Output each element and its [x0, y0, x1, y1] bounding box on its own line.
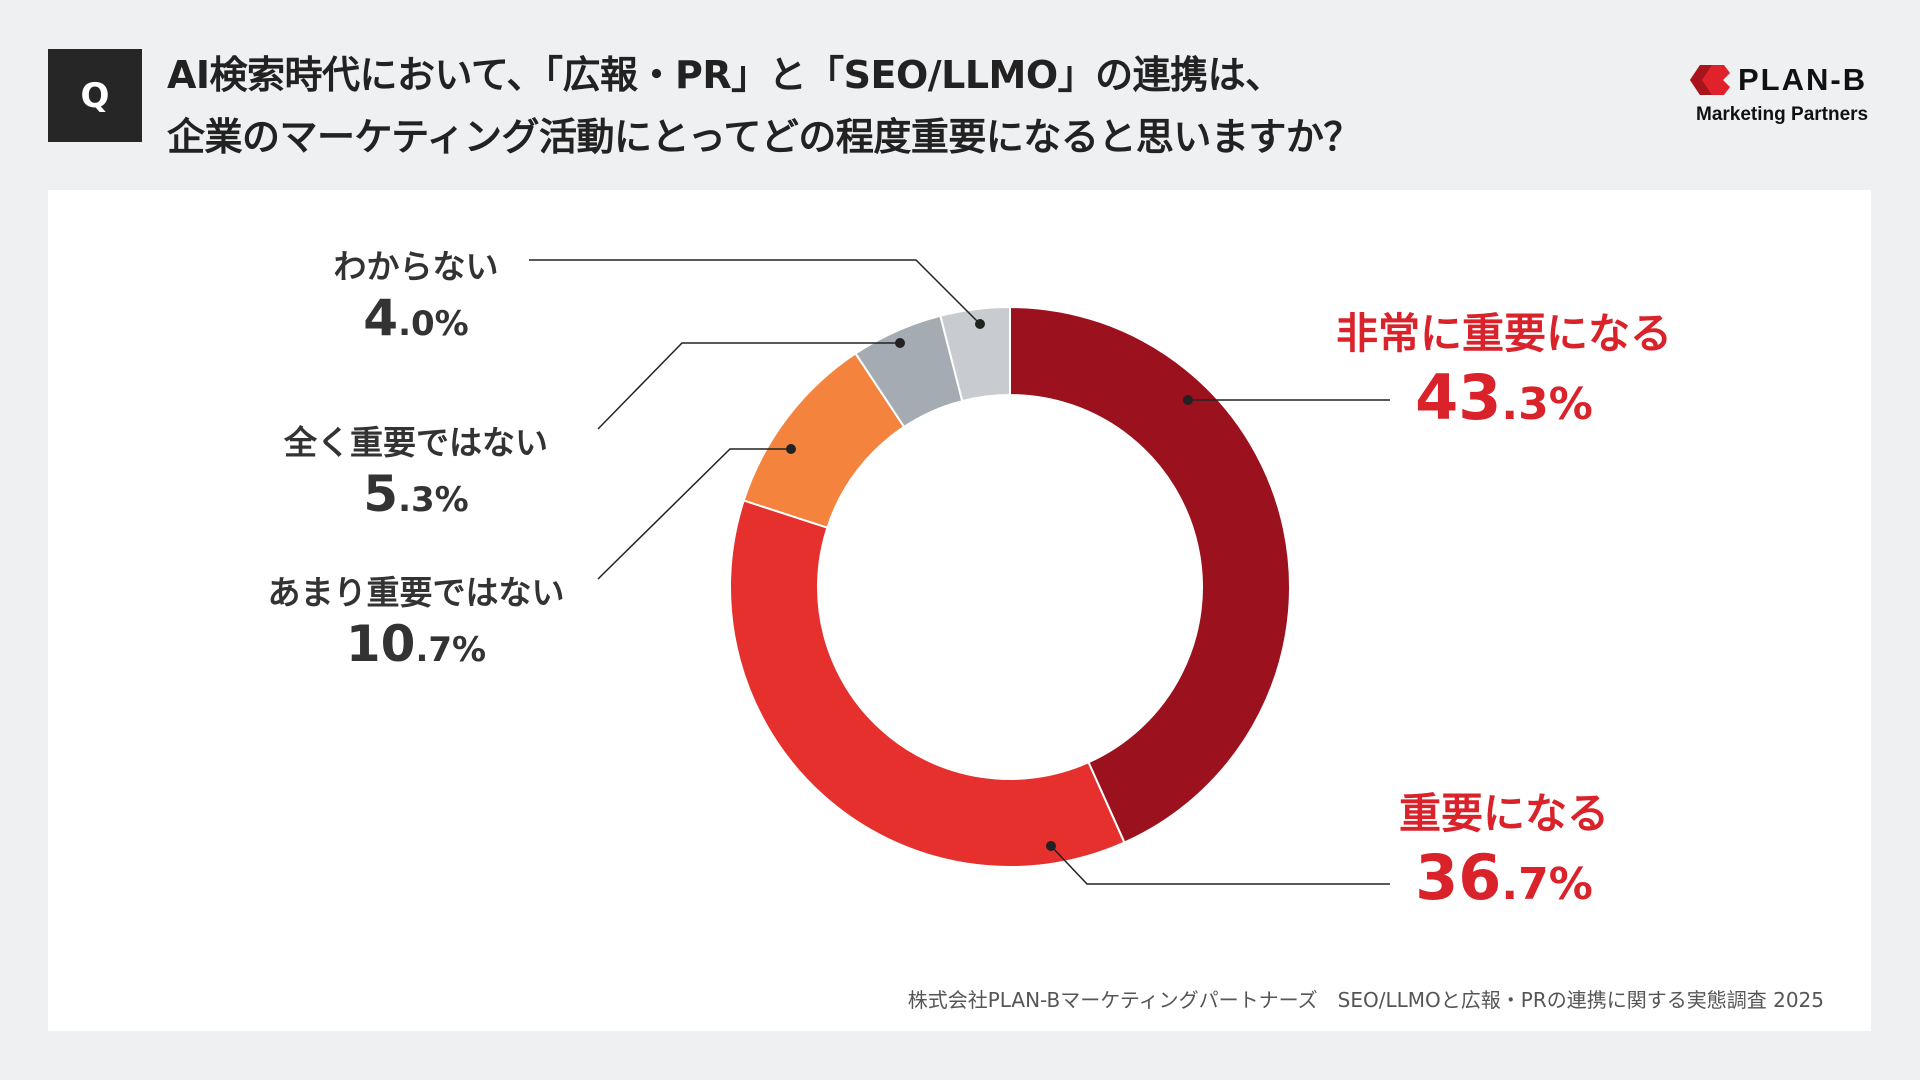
logo-subtitle: Marketing Partners [1696, 104, 1869, 125]
title-line-1: AI検索時代において、「広報・PR」と「SEO/LLMO」の連携は、 [167, 53, 1283, 97]
leader-dot-0 [1183, 395, 1193, 405]
slice-label-name: 全く重要ではない [284, 423, 548, 462]
leader-dot-1 [1046, 841, 1056, 851]
leader-dot-2 [786, 444, 796, 454]
slice-label-2: あまり重要ではない 10.7% [268, 566, 565, 674]
logo: PLAN-B Marketing Partners [1690, 62, 1875, 126]
donut-slice-0 [1009, 305, 1291, 844]
leader-dot-4 [975, 319, 985, 329]
leader-line-2 [597, 448, 791, 580]
slice-label-3: 全く重要ではない 5.3% [284, 416, 548, 524]
slice-label-name: あまり重要ではない [267, 573, 565, 612]
donut-slice-1 [729, 499, 1126, 868]
slice-label-0: 非常に重要になる 43.3% [1336, 300, 1672, 435]
slice-label-4: わからない 4.0% [334, 240, 499, 348]
slice-label-name: 重要になる [1398, 789, 1610, 838]
slice-label-value: 4.0% [363, 289, 469, 347]
slice-label-value: 5.3% [363, 465, 469, 523]
slice-label-value: 10.7% [345, 615, 487, 673]
donut-slice-4 [939, 305, 1011, 403]
leader-line-3 [597, 342, 900, 430]
question-badge: Q [48, 49, 142, 142]
logo-name: PLAN-B [1738, 62, 1868, 97]
title-line-2: 企業のマーケティング活動にとってどの程度重要になると思いますか？ [167, 115, 1361, 159]
plan-b-logo-icon [1690, 65, 1730, 95]
slice-label-value: 36.7% [1415, 841, 1593, 914]
page-title: AI検索時代において、「広報・PR」と「SEO/LLMO」の連携は、 企業のマー… [167, 44, 1361, 168]
leader-line-1 [1050, 845, 1390, 885]
slice-label-name: 非常に重要になる [1335, 309, 1673, 358]
source-note: 株式会社PLAN-Bマーケティングパートナーズ SEO/LLMOと広報・PRの連… [907, 988, 1824, 1012]
leader-line-4 [529, 259, 981, 325]
slice-label-1: 重要になる 36.7% [1399, 780, 1609, 915]
leader-dot-3 [895, 338, 905, 348]
slice-label-value: 43.3% [1415, 361, 1593, 434]
slice-label-name: わからない [333, 247, 499, 286]
